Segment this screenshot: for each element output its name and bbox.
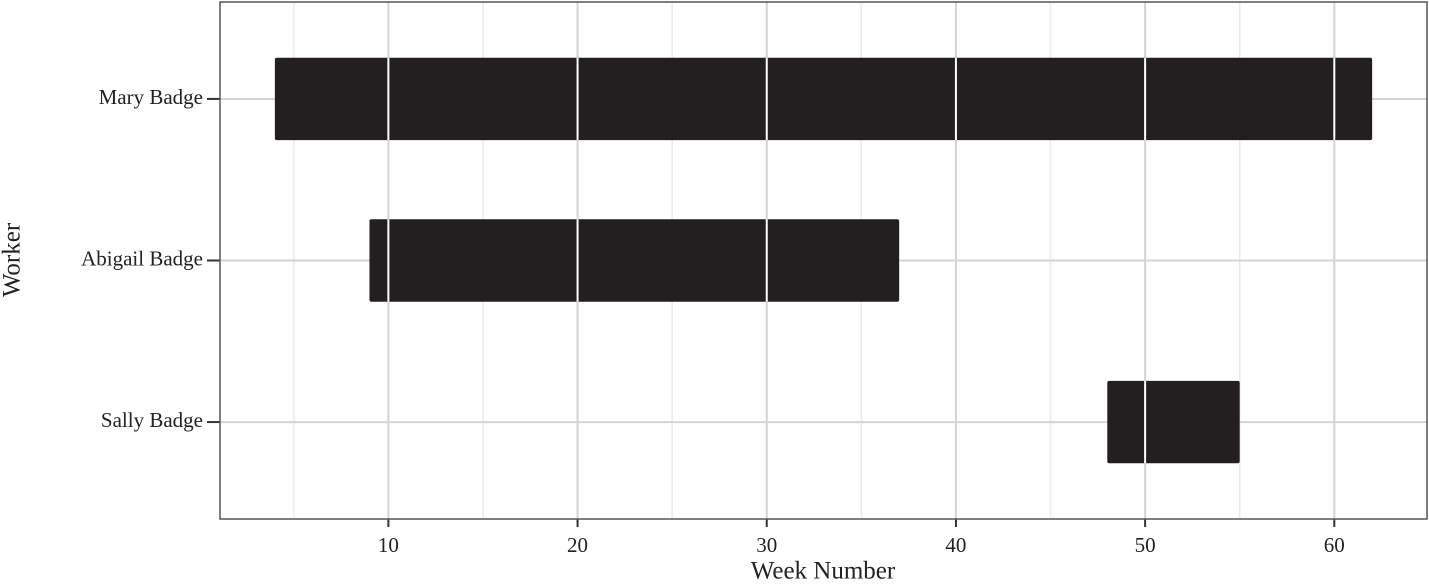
x-tick-label: 50 — [1135, 533, 1156, 557]
bar — [369, 219, 900, 302]
y-axis-title: Worker — [0, 222, 26, 297]
x-tick-label: 60 — [1324, 533, 1345, 557]
x-axis-title: Week Number — [751, 558, 896, 584]
x-tick-label: 10 — [378, 533, 399, 557]
y-tick-label: Mary Badge — [99, 85, 203, 109]
y-tick-label: Sally Badge — [101, 408, 203, 432]
x-tick-label: 20 — [567, 533, 588, 557]
x-tick-label: 40 — [945, 533, 966, 557]
plot-border — [219, 1, 1428, 520]
x-tick-label: 30 — [756, 533, 777, 557]
y-tick-label: Abigail Badge — [81, 246, 203, 270]
bar — [1107, 380, 1240, 464]
bar — [274, 57, 1373, 141]
